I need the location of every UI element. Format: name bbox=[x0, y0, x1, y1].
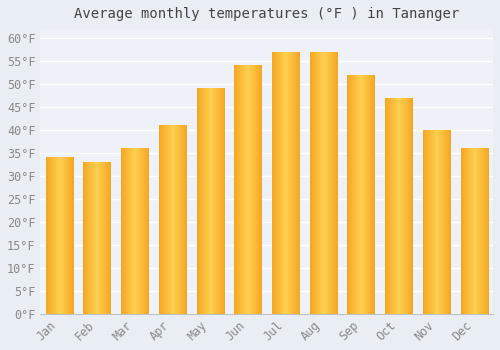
Bar bbox=[310, 52, 337, 314]
Bar bbox=[385, 98, 412, 314]
Bar bbox=[423, 130, 450, 314]
Bar bbox=[460, 148, 488, 314]
Title: Average monthly temperatures (°F ) in Tananger: Average monthly temperatures (°F ) in Ta… bbox=[74, 7, 460, 21]
Bar bbox=[272, 52, 299, 314]
Bar bbox=[46, 158, 73, 314]
Bar bbox=[234, 66, 262, 314]
Bar bbox=[121, 148, 148, 314]
Bar bbox=[159, 126, 186, 314]
Bar bbox=[84, 162, 110, 314]
Bar bbox=[196, 89, 224, 314]
Bar bbox=[348, 75, 374, 314]
